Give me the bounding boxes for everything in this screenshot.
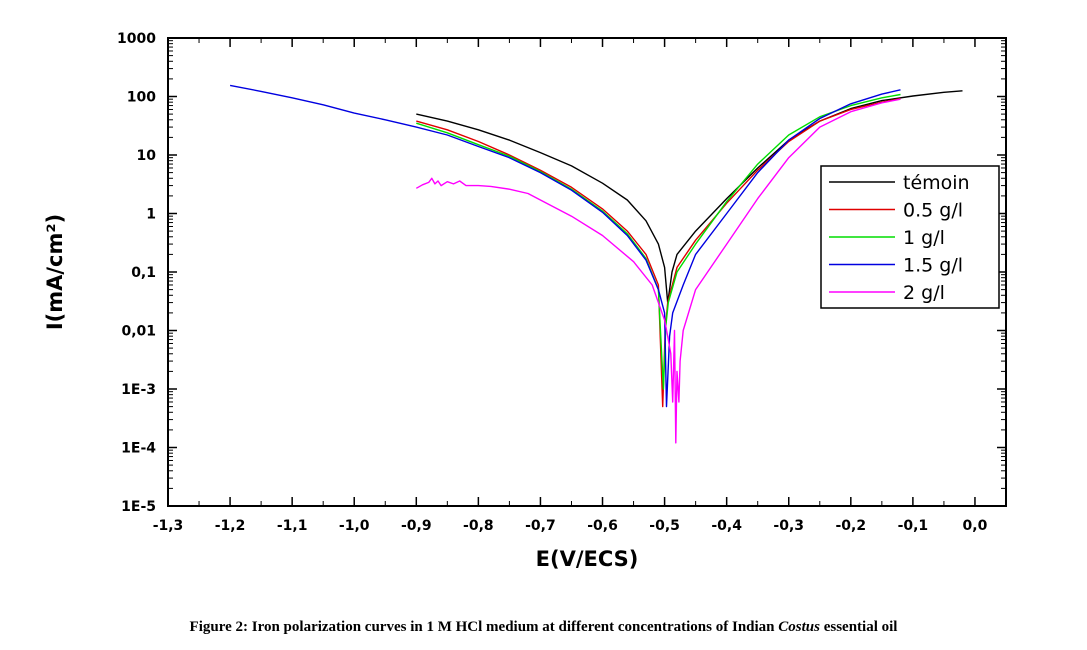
x-tick-label: -1,0 [339,518,370,534]
y-tick-labels: 1E-5 1E-4 1E-3 0,01 0,1 1 10 100 1000 [117,31,156,515]
y-tick-label: 1 [146,207,156,223]
y-tick-label: 100 [127,90,156,106]
x-tick-label: -0,6 [587,518,618,534]
caption-italic: Costus [778,619,820,635]
series-line [416,90,963,304]
x-tick-label: 0,0 [963,518,988,534]
y-tick-label: 1E-5 [121,499,156,515]
legend-label: 1.5 g/l [903,255,963,277]
caption-text: Figure 2: Iron polarization curves in 1 … [189,619,779,635]
legend-label: 2 g/l [903,282,945,304]
x-tick-label: -0,8 [463,518,494,534]
series-line [415,98,901,444]
x-tick-label: -1,1 [277,518,308,534]
x-tick-label: -0,5 [649,518,680,534]
series-lines [229,84,963,444]
x-tick-label: -1,2 [215,518,246,534]
legend: témoin 0.5 g/l 1 g/l 1.5 g/l 2 g/l [820,165,1000,309]
figure-caption: Figure 2: Iron polarization curves in 1 … [0,619,1087,636]
legend-label: témoin [903,172,970,194]
x-tick-labels: -1,3 -1,2 -1,1 -1,0 -0,9 -0,8 -0,7 -0,6 -0,5 -0,4… [153,518,988,534]
y-axis-title: I(mA/cm²) [43,214,67,330]
plot-frame [167,37,1007,507]
x-tick-label: -0,9 [401,518,432,534]
y-tick-label: 0,1 [131,265,156,281]
legend-label: 0.5 g/l [903,200,963,222]
legend-label: 1 g/l [903,227,945,249]
x-tick-label: -0,4 [711,518,742,534]
y-tick-label: 1000 [117,31,156,47]
y-tick-label: 1E-4 [121,441,156,457]
series-line [229,84,901,408]
x-tick-label: -0,3 [773,518,804,534]
x-tick-label: -1,3 [153,518,184,534]
y-tick-label: 1E-3 [121,382,156,398]
x-tick-label: -0,7 [525,518,556,534]
x-tick-label: -0,1 [898,518,929,534]
y-tick-label: 10 [137,148,157,164]
caption-suffix: essential oil [819,619,898,635]
series-line [416,93,901,390]
x-axis-title: E(V/ECS) [536,547,639,571]
y-tick-label: 0,01 [121,324,156,340]
x-tick-label: -0,2 [836,518,867,534]
